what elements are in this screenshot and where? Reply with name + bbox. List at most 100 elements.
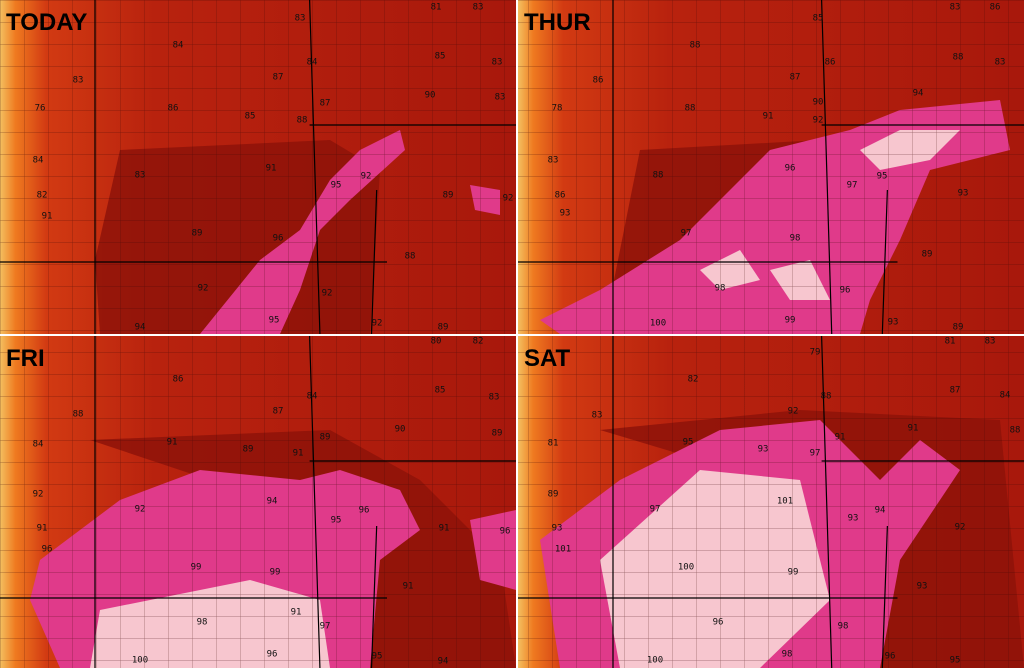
temperature: 98: [197, 618, 208, 628]
temperature: 99: [191, 563, 202, 573]
temperature: 97: [847, 181, 858, 191]
temperature: 82: [688, 375, 699, 385]
temperature: 91: [908, 424, 919, 434]
temperature: 88: [821, 392, 832, 402]
temperature: 85: [245, 112, 256, 122]
temperature: 96: [500, 527, 511, 537]
temperature: 83: [489, 393, 500, 403]
panel-label: SAT: [524, 345, 571, 372]
panel-label: TODAY: [6, 9, 87, 36]
temperature: 96: [273, 234, 284, 244]
temperature: 96: [885, 652, 896, 662]
temperature: 94: [875, 506, 886, 516]
temperature: 92: [361, 172, 372, 182]
temperature: 92: [788, 407, 799, 417]
temperature: 81: [945, 337, 956, 347]
temperature: 98: [838, 622, 849, 632]
temperature: 86: [555, 191, 566, 201]
temperature: 97: [810, 449, 821, 459]
temperature: 95: [269, 316, 280, 326]
temperature: 91: [835, 433, 846, 443]
temperature: 83: [985, 337, 996, 347]
temperature: 89: [492, 429, 503, 439]
temperature: 98: [715, 284, 726, 294]
temperature: 83: [592, 411, 603, 421]
temperature: 83: [295, 14, 306, 24]
temperature: 86: [173, 375, 184, 385]
temperature: 98: [790, 234, 801, 244]
temperature: 86: [168, 104, 179, 114]
temperature: 87: [950, 386, 961, 396]
temperature: 101: [777, 497, 793, 507]
temperature: 99: [270, 568, 281, 578]
temperature: 101: [555, 545, 571, 555]
temperature: 92: [955, 523, 966, 533]
temperature: 87: [790, 73, 801, 83]
temperature: 87: [320, 99, 331, 109]
temperature: 90: [813, 98, 824, 108]
panel: 79 81 83 82 87 84 83 92 88 91 88 81 95 93 97 91 89 97 101 9…: [518, 336, 1024, 668]
temperature: 83: [548, 156, 559, 166]
temperature: 83: [995, 58, 1006, 68]
temperature: 89: [548, 490, 559, 500]
temperature: 88: [297, 116, 308, 126]
temperature: 86: [825, 58, 836, 68]
temperature: 89: [243, 445, 254, 455]
temperature: 97: [320, 622, 331, 632]
temperature: 82: [473, 337, 484, 347]
temperature: 92: [322, 289, 333, 299]
temperature: 95: [331, 181, 342, 191]
temperature: 83: [473, 3, 484, 13]
temperature: 100: [647, 656, 663, 666]
temperature: 83: [495, 93, 506, 103]
temperature: 89: [443, 191, 454, 201]
temperature: 88: [1010, 426, 1021, 436]
state-border: [821, 336, 833, 668]
temperature: 96: [713, 618, 724, 628]
temperature: 88: [73, 410, 84, 420]
temperature: 95: [683, 438, 694, 448]
temperature: 91: [42, 212, 53, 222]
temperature: 100: [132, 656, 148, 666]
panel: 85 83 86 88 86 88 83 86 87 94 78 88 91 90 92 83 88 96 97 95…: [518, 0, 1024, 334]
temperature: 88: [690, 41, 701, 51]
temperature: 95: [372, 652, 383, 662]
temperature: 91: [293, 449, 304, 459]
temperature: 92: [813, 116, 824, 126]
county-grid: [518, 336, 1024, 668]
temperature: 92: [503, 194, 514, 204]
temperature: 94: [135, 323, 146, 333]
temperature: 94: [438, 657, 449, 667]
temperature: 78: [552, 104, 563, 114]
temperature: 81: [548, 439, 559, 449]
temperature: 83: [135, 171, 146, 181]
temperature: 92: [135, 505, 146, 515]
temperature: 88: [953, 53, 964, 63]
panel-label: FRI: [6, 345, 45, 372]
temperature: 84: [307, 58, 318, 68]
temperature: 80: [431, 337, 442, 347]
temperature: 97: [650, 505, 661, 515]
temperature: 89: [953, 323, 964, 333]
temperature: 84: [33, 440, 44, 450]
panel-label: THUR: [524, 9, 591, 36]
temperature: 94: [267, 497, 278, 507]
temperature: 95: [950, 656, 961, 666]
temperature: 85: [813, 14, 824, 24]
temperature: 85: [435, 386, 446, 396]
temperature: 96: [785, 164, 796, 174]
state-border: [881, 189, 888, 334]
panel: 83 81 83 84 85 83 83 87 84 90 83 76 86 85 88 87 84 83 91 95…: [0, 0, 516, 334]
temperature: 93: [560, 209, 571, 219]
temperature: 93: [917, 582, 928, 592]
temperature: 85: [435, 52, 446, 62]
temperature: 95: [877, 172, 888, 182]
temperature: 84: [307, 392, 318, 402]
temperature: 83: [950, 3, 961, 13]
state-border: [881, 525, 888, 668]
temperature: 92: [33, 490, 44, 500]
temperature: 93: [848, 514, 859, 524]
temperature: 96: [267, 650, 278, 660]
temperature: 88: [685, 104, 696, 114]
temperature: 99: [788, 568, 799, 578]
